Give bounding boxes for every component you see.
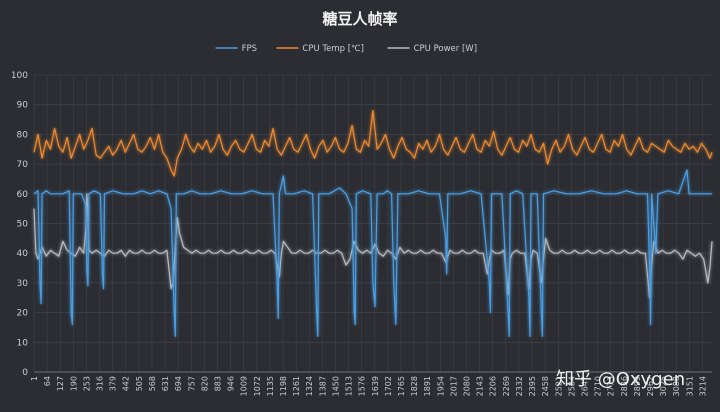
x-tick-label: 2269 (502, 376, 511, 396)
series-line-fps (33, 169, 712, 337)
x-tick-label: 2899 (633, 376, 642, 396)
y-tick-label: 50 (17, 220, 29, 230)
x-tick-label: 127 (56, 376, 65, 391)
legend-label-fps: FPS (242, 44, 257, 54)
y-tick-label: 10 (17, 338, 29, 348)
y-tick-label: 90 (17, 101, 29, 111)
y-tick-label: 70 (17, 160, 29, 170)
x-tick-label: 1009 (240, 376, 249, 396)
x-tick-label: 2395 (528, 376, 537, 396)
x-tick-label: 2017 (449, 376, 458, 396)
series-line-cpu-power-w (33, 193, 713, 299)
y-tick-label: 20 (17, 309, 29, 319)
x-tick-label: 1891 (423, 376, 432, 396)
x-tick-label: 1576 (358, 376, 367, 396)
x-tick-label: 2584 (567, 376, 576, 396)
x-tick-label: 694 (174, 376, 183, 391)
x-tick-label: 2962 (646, 376, 655, 396)
x-tick-label: 190 (69, 376, 78, 391)
y-axis: 0 10 20 30 40 50 60 70 80 90 100 (11, 71, 28, 378)
y-tick-label: 100 (11, 71, 28, 81)
x-tick-label: 2143 (476, 376, 485, 396)
x-tick-label: 1765 (397, 376, 406, 396)
y-tick-label: 60 (17, 190, 29, 200)
x-tick-label: 1198 (279, 376, 288, 396)
x-tick-label: 379 (109, 376, 118, 391)
x-tick-label: 820 (200, 376, 209, 391)
x-tick-label: 1954 (436, 376, 445, 396)
x-tick-label: 1702 (384, 376, 393, 396)
x-tick-label: 1450 (331, 376, 340, 396)
chart-title: 糖豆人帧率 (322, 10, 397, 28)
x-tick-label: 2206 (489, 376, 498, 396)
x-tick-label: 3088 (672, 376, 681, 396)
x-tick-label: 3151 (685, 376, 694, 396)
y-tick-label: 80 (17, 130, 29, 140)
x-tick-label: 2710 (594, 376, 603, 396)
x-tick-label: 3025 (659, 376, 668, 396)
y-tick-label: 40 (17, 249, 29, 259)
x-tick-label: 2332 (515, 376, 524, 396)
x-tick-label: 3214 (698, 376, 707, 396)
x-tick-label: 1135 (266, 376, 275, 396)
x-tick-label: 64 (43, 376, 52, 386)
x-tick-label: 946 (227, 376, 236, 391)
watermark: 知乎 @Oxygen (556, 369, 685, 390)
x-tick-label: 568 (148, 376, 157, 391)
x-tick-label: 1324 (305, 376, 314, 396)
x-tick-label: 1387 (318, 376, 327, 396)
x-tick-label: 2080 (463, 376, 472, 396)
x-tick-label: 1072 (253, 376, 262, 396)
y-tick-label: 30 (17, 279, 29, 289)
x-tick-label: 1 (30, 376, 39, 381)
x-tick-label: 757 (187, 376, 196, 391)
x-tick-label: 2773 (607, 376, 616, 396)
x-tick-label: 2647 (580, 376, 589, 396)
x-tick-label: 316 (96, 376, 105, 391)
x-tick-label: 1261 (292, 376, 301, 396)
x-tick-label: 1639 (371, 376, 380, 396)
series-line-cpu-temp (33, 110, 713, 177)
x-tick-label: 883 (213, 376, 222, 391)
x-tick-label: 1513 (345, 376, 354, 396)
x-tick-label: 442 (122, 376, 131, 391)
legend-label-cpu-temp: CPU Temp [℃] (302, 44, 364, 54)
grid (33, 74, 712, 373)
legend: FPS CPU Temp [℃] CPU Power [W] (215, 44, 477, 54)
x-tick-label: 253 (82, 376, 91, 391)
y-tick-label: 0 (22, 368, 28, 378)
x-tick-label: 505 (135, 376, 144, 391)
x-axis: 1 64 127 190 253 316 379 442 505 568 631 694 757 820 8… (30, 376, 707, 396)
x-tick-label: 2521 (554, 376, 563, 396)
legend-label-cpu-power-w: CPU Power [W] (414, 44, 477, 54)
x-tick-label: 2458 (541, 376, 550, 396)
plot-area (33, 110, 713, 337)
x-tick-label: 631 (161, 376, 170, 391)
x-tick-label: 1828 (410, 376, 419, 396)
x-tick-label: 2836 (620, 376, 629, 396)
